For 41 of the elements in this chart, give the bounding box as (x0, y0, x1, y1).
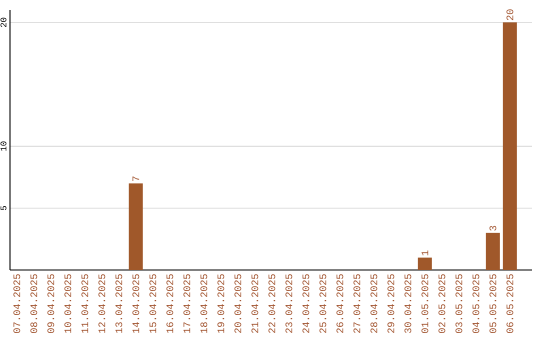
data-label: 1 (422, 250, 428, 256)
x-tick-label: 05.05.2025 (489, 274, 496, 334)
y-tick-label: 5 (0, 206, 6, 210)
y-tick-label: 10 (0, 142, 6, 151)
x-tick-label: 03.05.2025 (455, 274, 462, 334)
bar (502, 22, 517, 270)
x-tick-label: 29.04.2025 (387, 274, 394, 333)
bar (128, 183, 143, 270)
x-tick-label: 20.04.2025 (234, 274, 242, 333)
x-tick-label: 06.05.2025 (506, 274, 514, 334)
x-tick-label: 17.04.2025 (183, 274, 190, 333)
x-tick-label: 23.04.2025 (285, 274, 292, 333)
x-tick-label: 08.04.2025 (30, 274, 38, 334)
x-tick-label: 22.04.2025 (268, 274, 276, 333)
x-tick-label: 14.04.2025 (132, 274, 140, 333)
x-tick-label: 27.04.2025 (353, 274, 360, 333)
x-tick-label: 11.04.2025 (81, 274, 88, 333)
x-tick-label: 12.04.2025 (98, 274, 106, 333)
x-tick-label: 16.04.2025 (166, 274, 174, 333)
x-tick-label: 02.05.2025 (438, 274, 446, 334)
data-label: 20 (506, 9, 514, 20)
x-tick-label: 07.04.2025 (13, 274, 20, 334)
x-tick-label: 21.04.2025 (251, 274, 258, 333)
data-label: 7 (132, 176, 140, 181)
y-tick-label: 20 (0, 18, 6, 27)
x-tick-label: 19.04.2025 (217, 274, 224, 333)
x-tick-label: 26.04.2025 (336, 274, 344, 333)
x-tick-label: 13.04.2025 (115, 274, 122, 333)
x-tick-label: 10.04.2025 (64, 274, 72, 333)
x-tick-label: 09.04.2025 (47, 274, 54, 334)
data-label: 3 (489, 226, 496, 231)
bar (486, 232, 500, 270)
x-tick-label: 18.04.2025 (200, 274, 208, 333)
x-tick-label: 25.04.2025 (319, 274, 326, 333)
x-tick-label: 04.05.2025 (472, 274, 480, 334)
x-tick-label: 30.04.2025 (404, 274, 412, 333)
x-tick-label: 24.04.2025 (302, 274, 310, 333)
x-tick-label: 28.04.2025 (370, 274, 378, 333)
x-tick-label: 15.04.2025 (149, 274, 156, 333)
x-tick-label: 01.05.2025 (421, 274, 428, 334)
bar (418, 258, 432, 270)
